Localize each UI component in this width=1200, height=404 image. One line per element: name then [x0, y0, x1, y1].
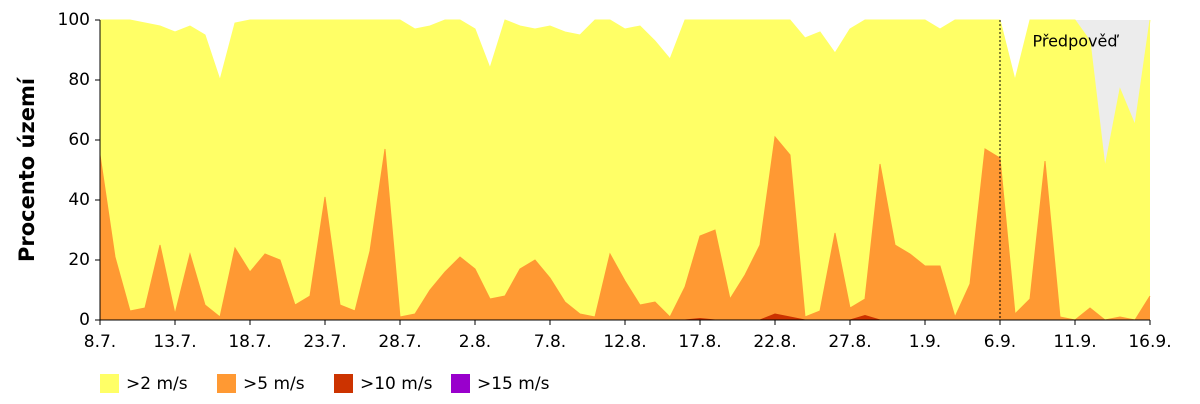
x-tick-label: 1.9. — [909, 332, 941, 352]
x-tick-label: 23.7. — [303, 332, 346, 352]
legend-label: >15 m/s — [477, 374, 550, 394]
x-tick-label: 17.8. — [678, 332, 721, 352]
y-tick-label: 80 — [68, 70, 90, 90]
x-tick-label: 12.8. — [603, 332, 646, 352]
x-tick-label: 18.7. — [228, 332, 271, 352]
x-tick-label: 28.7. — [378, 332, 421, 352]
legend-swatch — [334, 374, 353, 393]
legend-label: >5 m/s — [243, 374, 305, 394]
x-tick-label: 6.9. — [984, 332, 1016, 352]
x-tick-label: 11.9. — [1053, 332, 1096, 352]
legend-swatch — [100, 374, 119, 393]
legend-swatch — [451, 374, 470, 393]
x-tick-label: 22.8. — [753, 332, 796, 352]
x-tick-label: 16.9. — [1128, 332, 1171, 352]
area-line — [99, 135, 1151, 321]
x-tick-label: 13.7. — [153, 332, 196, 352]
x-tick-label: 27.8. — [828, 332, 871, 352]
area-line — [100, 19, 1151, 168]
x-tick-label: 8.7. — [84, 332, 116, 352]
y-tick-label: 60 — [68, 130, 90, 150]
x-tick-label: 2.8. — [459, 332, 491, 352]
y-tick-label: 0 — [79, 310, 90, 330]
area-fill — [100, 137, 1150, 320]
plot-area — [99, 19, 1151, 321]
annotation: Předpověď — [1032, 32, 1119, 51]
x-tick-label: 7.8. — [534, 332, 566, 352]
y-tick-label: 20 — [68, 250, 90, 270]
legend-label: >2 m/s — [126, 374, 188, 394]
legend-label: >10 m/s — [360, 374, 433, 394]
y-tick-label: 40 — [68, 190, 90, 210]
legend-swatch — [217, 374, 236, 393]
y-axis-label: Procento území — [15, 76, 39, 262]
y-tick-label: 100 — [58, 10, 90, 30]
